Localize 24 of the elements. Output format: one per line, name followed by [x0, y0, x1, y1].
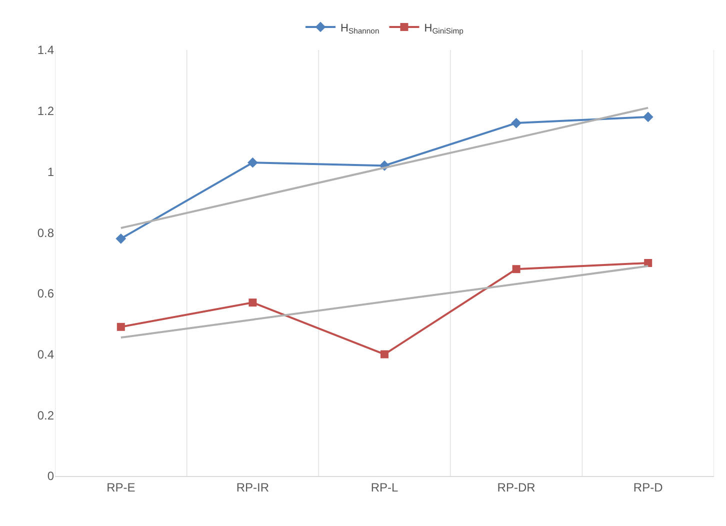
point [511, 118, 522, 128]
x-tick-label: RP-E [106, 480, 136, 494]
point [116, 233, 126, 244]
y-tick-label: 0.2 [37, 408, 54, 422]
point [512, 265, 520, 274]
point [642, 112, 654, 122]
line-series [120, 106, 650, 230]
point [116, 322, 125, 331]
x-tick-label: RP-IR [236, 480, 270, 494]
x-tick-label: RP-DR [497, 480, 536, 494]
y-tick-label: 0.8 [37, 226, 54, 240]
y-tick-label: 0 [47, 469, 54, 484]
point [248, 298, 257, 307]
point [380, 350, 388, 358]
y-tick-label: 0.4 [37, 347, 54, 362]
y-tick-label: 1.2 [37, 104, 54, 118]
point [248, 157, 258, 168]
y-tick-label: 0.6 [37, 286, 54, 301]
legend-label: H$_{Shannon}$ [340, 22, 380, 36]
x-tick-label: RP-D [633, 480, 664, 494]
y-tick-label: 1.4 [37, 43, 54, 58]
y-tick-label: 1 [47, 164, 54, 179]
legend-label: H$_{GiniSimp}$ [424, 22, 464, 36]
x-tick-label: RP-L [370, 480, 398, 494]
